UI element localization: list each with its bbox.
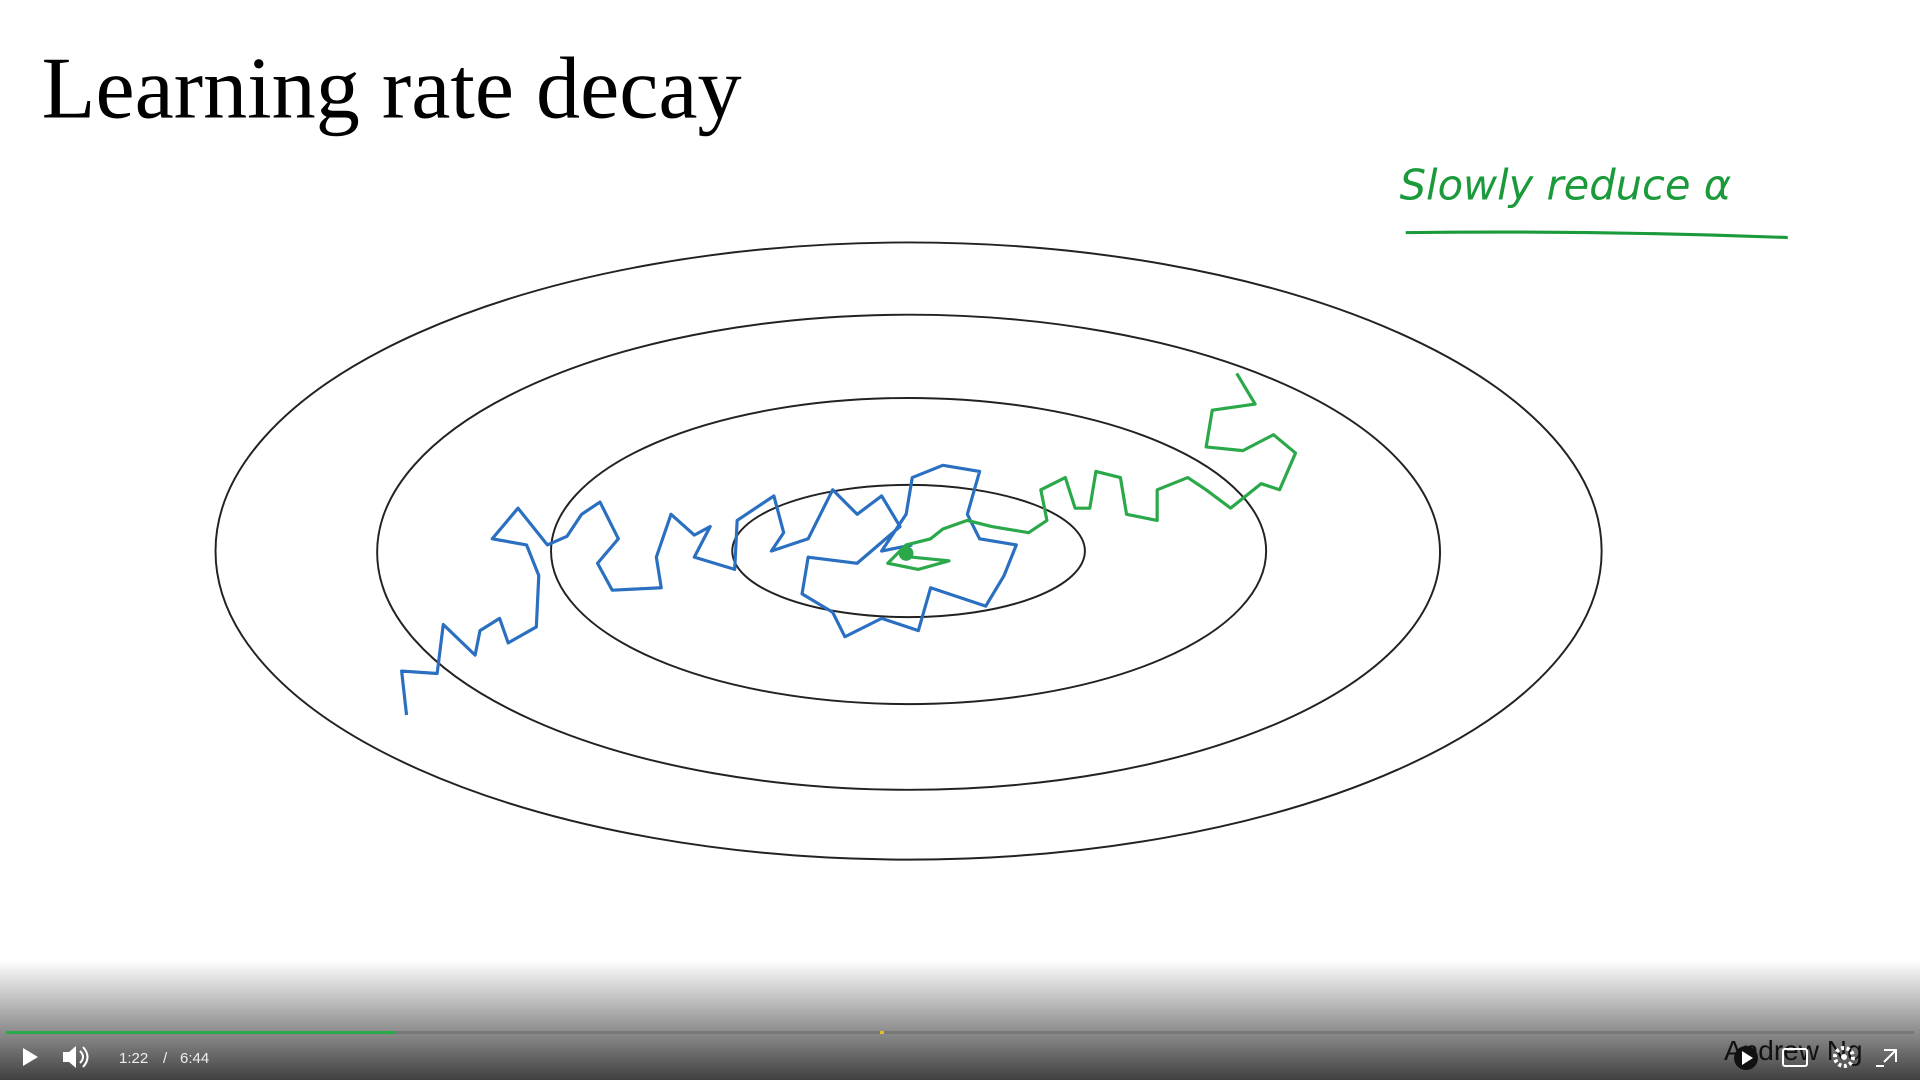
minimum — [898, 546, 914, 561]
underline — [1405, 230, 1788, 240]
progress-track[interactable] — [6, 1031, 1914, 1034]
contour — [376, 313, 1441, 791]
settings-center — [1841, 1054, 1847, 1060]
captions-button[interactable] — [1782, 1048, 1808, 1067]
annotation: Slowly reduce α — [1400, 161, 1732, 210]
slide-title: Learning rate decay — [42, 40, 742, 138]
sgd-path-decay — [886, 372, 1298, 571]
contour — [731, 483, 1086, 619]
slide: Learning rate decay Slowly reduce α — [42, 40, 1788, 861]
progress-played — [6, 1031, 396, 1034]
contours — [214, 241, 1603, 861]
progress-marker — [880, 1031, 884, 1034]
volume-button[interactable] — [63, 1046, 89, 1068]
fullscreen-button[interactable] — [1876, 1049, 1897, 1067]
controls-shade — [0, 960, 1920, 1080]
play-button[interactable] — [23, 1048, 38, 1066]
duration: 6:44 — [180, 1050, 209, 1067]
contour — [550, 396, 1268, 706]
current-time: 1:22 — [119, 1050, 148, 1067]
contour — [214, 241, 1603, 861]
speed-icon — [1742, 1051, 1753, 1065]
sgd-path-fixed — [400, 463, 1018, 716]
settings-button[interactable] — [1833, 1046, 1855, 1068]
time-separator: / — [163, 1050, 168, 1067]
